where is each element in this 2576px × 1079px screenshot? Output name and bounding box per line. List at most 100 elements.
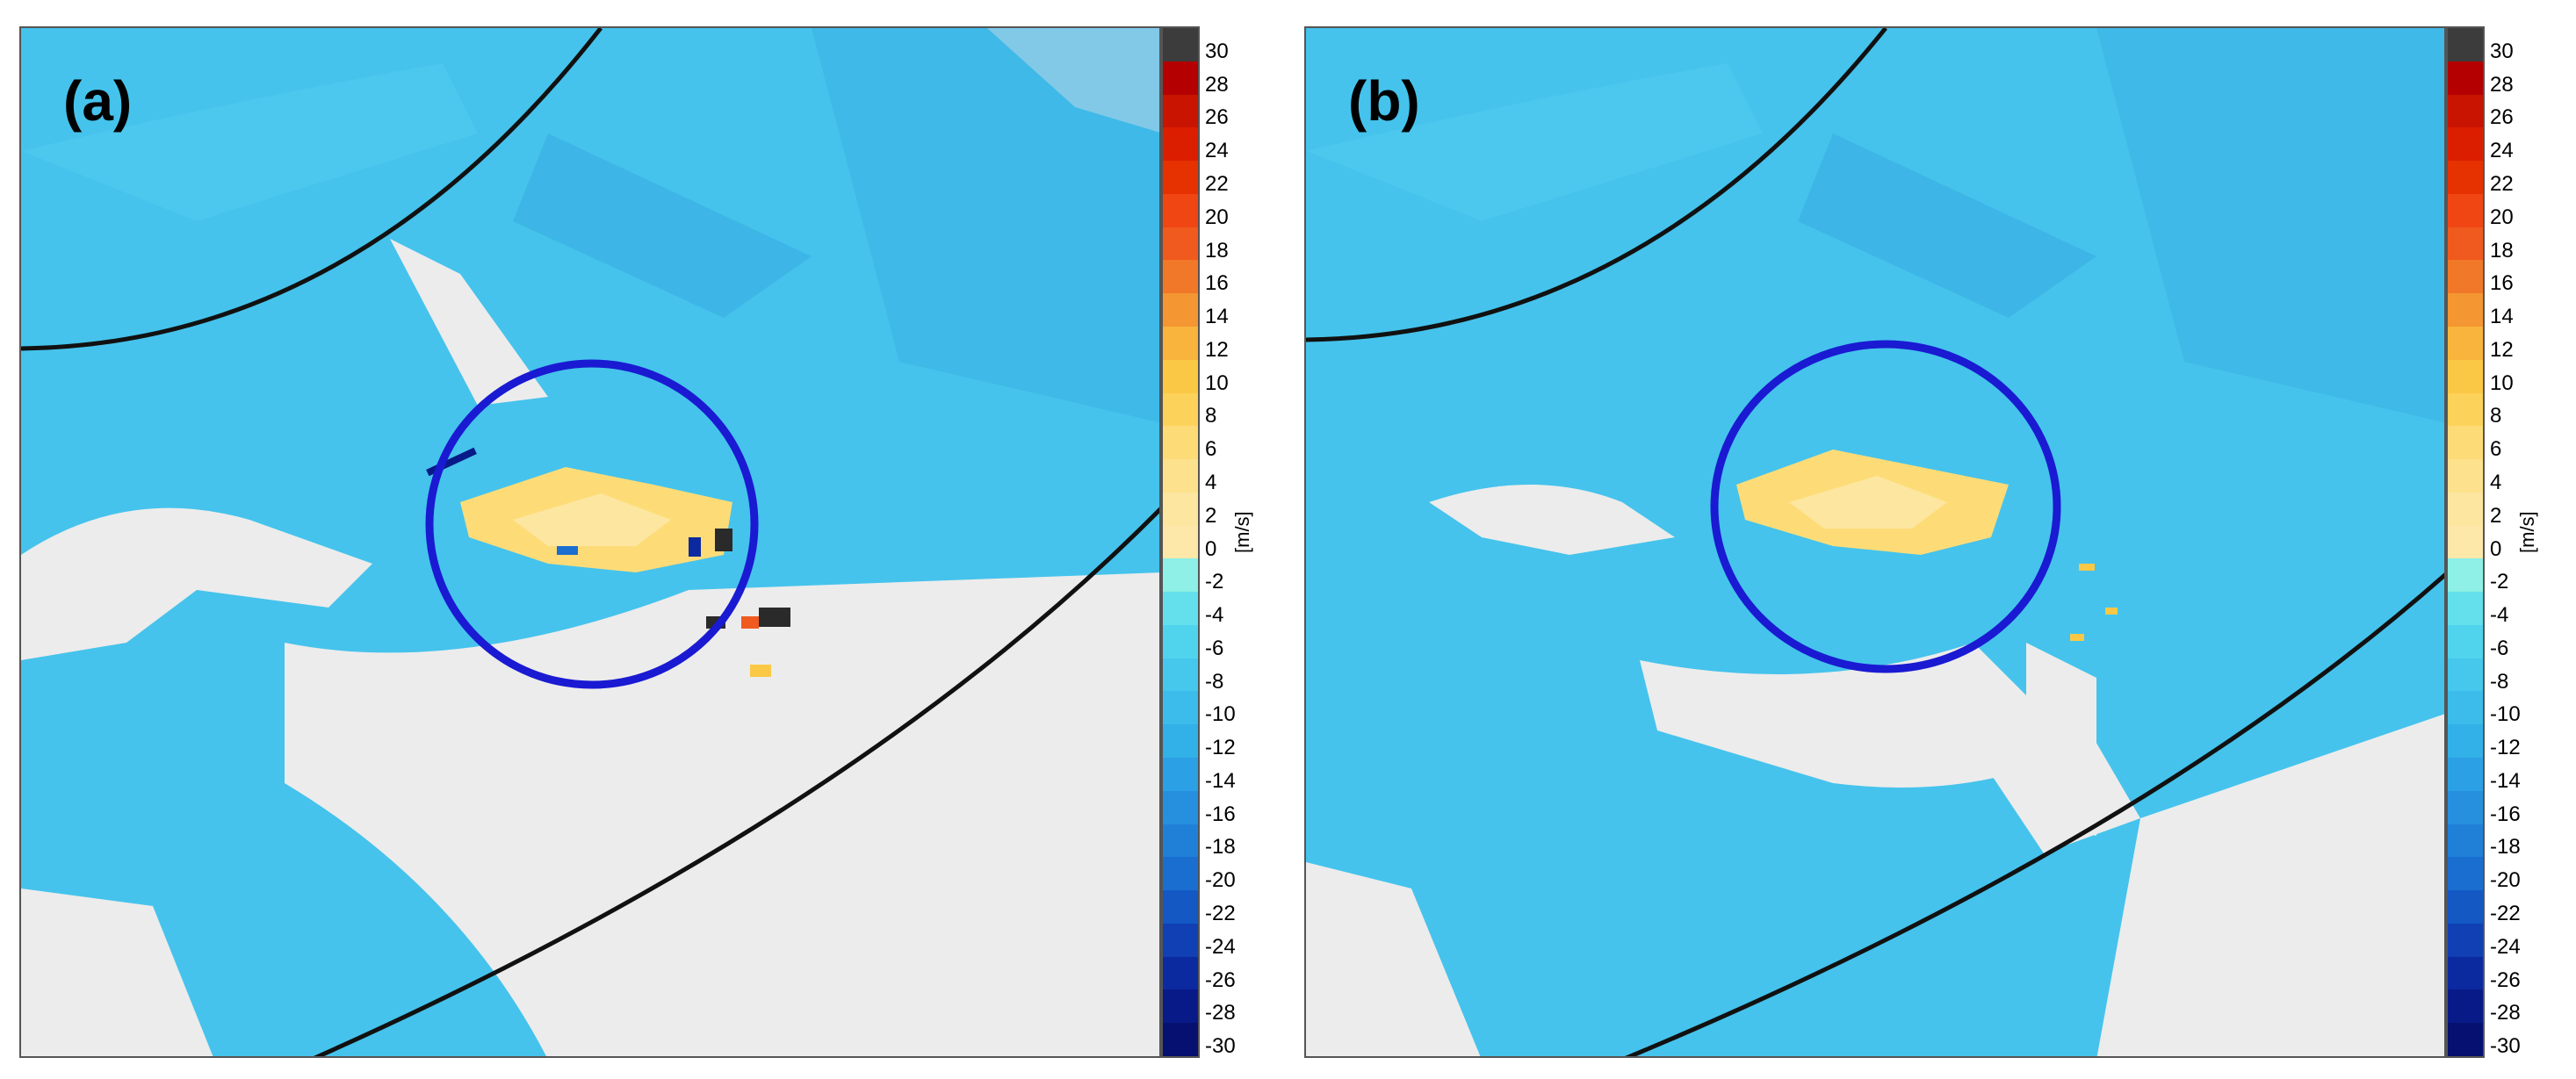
colorbar-tick-label: -10 — [1205, 702, 1236, 727]
colorbar-swatch — [1163, 326, 1198, 360]
colorbar-tick-label: 2 — [1205, 503, 1217, 528]
colorbar-swatch — [2448, 293, 2483, 327]
colorbar-swatch — [1163, 161, 1198, 195]
colorbar-tick-label: 30 — [1205, 39, 1229, 63]
colorbar-tick-label: -6 — [2490, 636, 2509, 660]
colorbar-tick-label: -4 — [1205, 603, 1224, 628]
colorbar-tick-label: -26 — [2490, 968, 2521, 992]
colorbar-swatch — [2448, 525, 2483, 559]
colorbar-tick-label: -8 — [2490, 669, 2509, 694]
colorbar-tick-label: 14 — [2490, 305, 2514, 329]
colorbar-swatch — [1163, 392, 1198, 427]
colorbar-swatch — [2448, 492, 2483, 526]
colorbar-tick-label: -14 — [1205, 768, 1236, 793]
colorbar-swatch — [2448, 989, 2483, 1024]
colorbar-tick-label: -30 — [1205, 1034, 1236, 1059]
colorbar-tick-label: -4 — [2490, 603, 2509, 628]
colorbar-tick-label: -30 — [2490, 1034, 2521, 1059]
colorbar-swatch — [2448, 193, 2483, 227]
colorbar-tick-label: 10 — [1205, 370, 1229, 395]
colorbar-tick-label: 26 — [2490, 105, 2514, 130]
colorbar-swatch — [2448, 923, 2483, 957]
colorbar-tick-label: -2 — [2490, 570, 2509, 594]
colorbar-tick-label: -12 — [2490, 736, 2521, 760]
colorbar-ticks-b: 30 28 26 24 22 20 18 16 14 12 10 8 6 4 2 0 -2 -4 -6 -8 -10 -1… — [2490, 26, 2543, 1058]
colorbar-swatch — [2448, 161, 2483, 195]
colorbar-tick-label: 4 — [1205, 470, 1217, 494]
colorbar-swatch — [1163, 227, 1198, 261]
colorbar-swatch — [1163, 592, 1198, 626]
colorbar-swatch — [2448, 624, 2483, 658]
colorbar-swatch — [2448, 61, 2483, 95]
colorbar-tick-label: -18 — [1205, 835, 1236, 860]
colorbar-swatch — [1163, 857, 1198, 891]
colorbar-tick-label: 30 — [2490, 39, 2514, 63]
colorbar-tick-label: -6 — [1205, 636, 1224, 660]
colorbar-swatch — [2448, 592, 2483, 626]
colorbar-swatch — [2448, 1023, 2483, 1057]
colorbar-tick-label: -24 — [2490, 934, 2521, 959]
colorbar-tick-label: 0 — [1205, 536, 1217, 561]
radar-image-a — [21, 28, 1159, 1056]
colorbar-tick-label: -2 — [1205, 570, 1224, 594]
colorbar-swatch — [1163, 359, 1198, 393]
colorbar-swatch — [1163, 624, 1198, 658]
colorbar-swatch — [2448, 359, 2483, 393]
colorbar-swatch — [1163, 94, 1198, 128]
colorbar-swatch — [1163, 1023, 1198, 1057]
colorbar-swatch — [2448, 28, 2483, 61]
colorbar-swatch — [2448, 326, 2483, 360]
colorbar-tick-label: -20 — [1205, 868, 1236, 893]
colorbar-swatch — [1163, 61, 1198, 95]
colorbar-tick-label: 12 — [2490, 337, 2514, 362]
colorbar-swatch — [1163, 824, 1198, 858]
colorbar-swatch — [1163, 459, 1198, 493]
colorbar-swatch — [1163, 426, 1198, 460]
colorbar-a — [1161, 26, 1200, 1058]
panel-label-a: (a) — [63, 69, 133, 133]
colorbar-tick-label: 22 — [1205, 171, 1229, 196]
colorbar-tick-label: -24 — [1205, 934, 1236, 959]
colorbar-swatch — [1163, 558, 1198, 593]
colorbar-tick-label: -28 — [2490, 1001, 2521, 1025]
colorbar-tick-label: 18 — [1205, 238, 1229, 263]
colorbar-tick-label: 4 — [2490, 470, 2502, 494]
colorbar-swatch — [1163, 691, 1198, 725]
radar-map-a — [19, 26, 1161, 1058]
colorbar-swatch — [1163, 127, 1198, 162]
colorbar-tick-label: 10 — [2490, 370, 2514, 395]
colorbar-swatch — [1163, 658, 1198, 692]
colorbar-swatch — [1163, 260, 1198, 294]
radar-map-b — [1304, 26, 2446, 1058]
colorbar-swatch — [2448, 94, 2483, 128]
colorbar-swatch — [2448, 824, 2483, 858]
colorbar-tick-label: -22 — [1205, 902, 1236, 926]
colorbar-swatch — [1163, 28, 1198, 61]
colorbar-tick-label: 2 — [2490, 503, 2502, 528]
colorbar-tick-label: 8 — [1205, 404, 1217, 428]
colorbar-tick-label: -20 — [2490, 868, 2521, 893]
colorbar-swatch — [2448, 558, 2483, 593]
colorbar-tick-label: 12 — [1205, 337, 1229, 362]
colorbar-tick-label: 24 — [1205, 139, 1229, 163]
colorbar-swatch — [2448, 691, 2483, 725]
colorbar-unit-a: [m/s] — [1231, 511, 1253, 553]
colorbar-swatch — [2448, 956, 2483, 990]
colorbar-swatch — [1163, 193, 1198, 227]
colorbar-tick-label: 18 — [2490, 238, 2514, 263]
colorbar-tick-label: -28 — [1205, 1001, 1236, 1025]
colorbar-swatch — [1163, 890, 1198, 924]
colorbar-tick-label: 28 — [1205, 72, 1229, 97]
colorbar-swatch — [2448, 426, 2483, 460]
colorbar-tick-label: -12 — [1205, 736, 1236, 760]
colorbar-tick-label: -8 — [1205, 669, 1224, 694]
colorbar-swatch — [2448, 227, 2483, 261]
radar-panel-a: (a) 30 28 26 24 22 20 18 16 14 12 10 8 6 4 2 0 -2 -4 -6 -8-… — [19, 26, 1253, 1059]
colorbar-swatch — [2448, 459, 2483, 493]
colorbar-swatch — [1163, 790, 1198, 824]
colorbar-tick-label: -22 — [2490, 902, 2521, 926]
colorbar-swatch — [2448, 658, 2483, 692]
colorbar-unit-b: [m/s] — [2516, 511, 2538, 553]
colorbar-tick-label: -10 — [2490, 702, 2521, 727]
colorbar-swatch — [2448, 790, 2483, 824]
